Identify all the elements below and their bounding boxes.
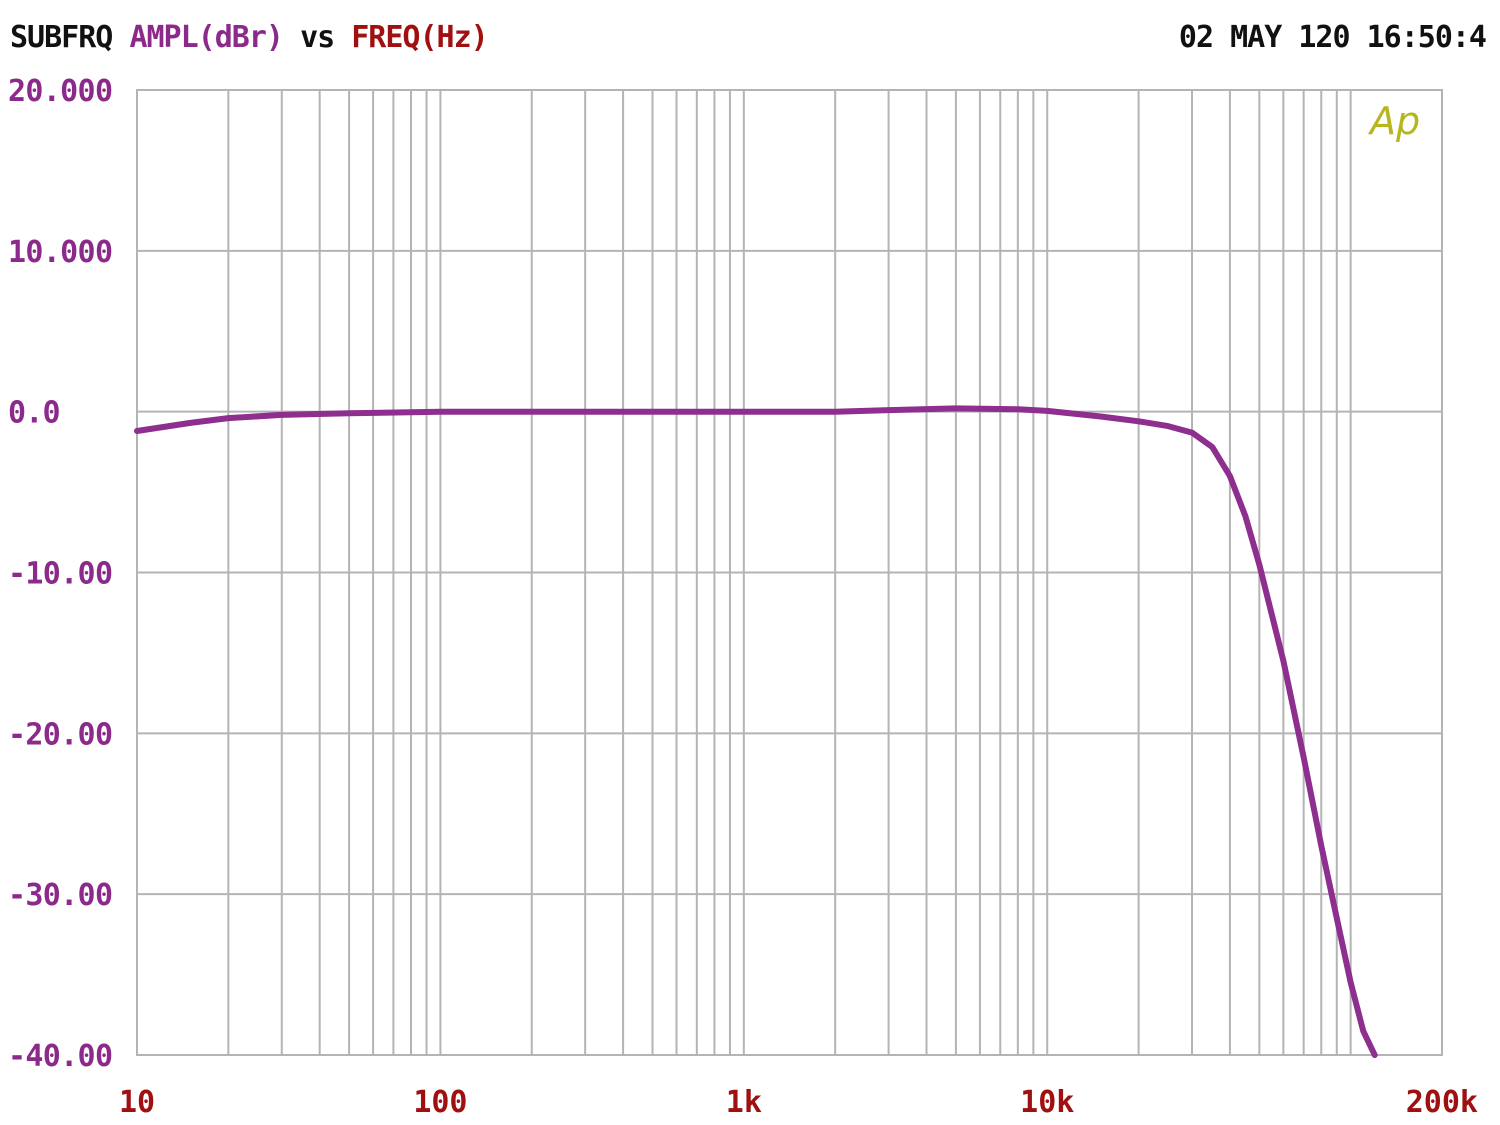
x-tick-label: 100 [413,1085,467,1120]
x-axis-labels: 10 100 1k 10k 200k [119,1085,1478,1120]
y-tick-label: 20.000 [8,74,113,109]
y-axis-labels: 20.000 10.000 0.0 -10.00 -20.00 -30.00 -40.00 [8,74,113,1074]
x-tick-label: 200k [1406,1085,1478,1120]
y-tick-label: -40.00 [8,1039,113,1074]
series-line [134,405,1378,1058]
x-tick-label: 10k [1020,1085,1074,1120]
grid [137,89,1442,1056]
y-tick-label: 10.000 [8,235,113,270]
chart-header: SUBFRQ AMPL(dBr) vs FREQ(Hz) [10,20,489,55]
vs-label: vs [300,20,335,55]
y-tick-label: 0.0 [8,396,61,431]
y-quantity-label: AMPL(dBr) [129,20,284,55]
y-tick-label: -30.00 [8,878,113,913]
x-quantity-label: FREQ(Hz) [351,20,488,55]
x-tick-label: 10 [119,1085,155,1120]
timestamp: 02 MAY 120 16:50:4 [1178,20,1487,55]
source-label: SUBFRQ [10,20,113,55]
ap-logo: Ap [1367,99,1420,143]
x-tick-label: 1k [726,1085,762,1120]
y-tick-label: -10.00 [8,557,113,592]
plot-frame [136,89,1443,1056]
y-tick-label: -20.00 [8,717,113,752]
